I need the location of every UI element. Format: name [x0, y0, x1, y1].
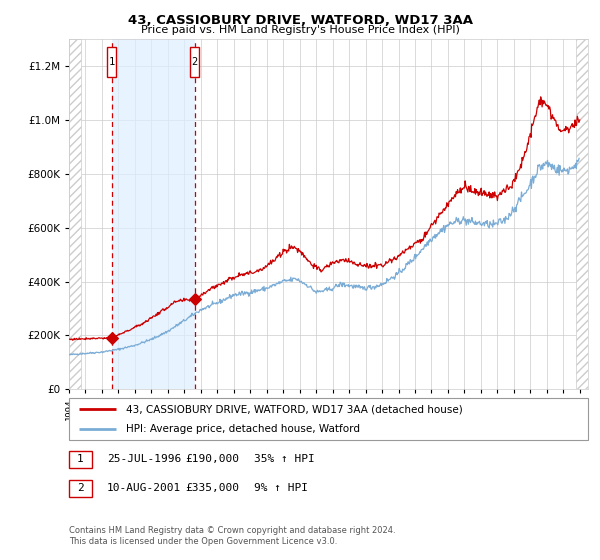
FancyBboxPatch shape	[69, 398, 588, 440]
Text: £190,000: £190,000	[185, 454, 239, 464]
Text: £335,000: £335,000	[185, 483, 239, 493]
Text: Contains HM Land Registry data © Crown copyright and database right 2024.
This d: Contains HM Land Registry data © Crown c…	[69, 526, 395, 546]
Point	[190, 295, 199, 304]
Text: 1: 1	[109, 57, 115, 67]
Bar	[112, 39, 194, 389]
Text: 10-AUG-2001: 10-AUG-2001	[107, 483, 181, 493]
Text: 25-JUL-1996: 25-JUL-1996	[107, 454, 181, 464]
Text: 1: 1	[77, 454, 84, 464]
FancyBboxPatch shape	[107, 47, 116, 77]
Text: HPI: Average price, detached house, Watford: HPI: Average price, detached house, Watf…	[126, 424, 360, 434]
Text: 43, CASSIOBURY DRIVE, WATFORD, WD17 3AA: 43, CASSIOBURY DRIVE, WATFORD, WD17 3AA	[128, 14, 473, 27]
Bar	[69, 39, 82, 389]
Text: 2: 2	[77, 483, 84, 493]
FancyBboxPatch shape	[190, 47, 199, 77]
Text: 9% ↑ HPI: 9% ↑ HPI	[254, 483, 308, 493]
Text: 2: 2	[191, 57, 197, 67]
Bar	[575, 39, 588, 389]
Text: 43, CASSIOBURY DRIVE, WATFORD, WD17 3AA (detached house): 43, CASSIOBURY DRIVE, WATFORD, WD17 3AA …	[126, 404, 463, 414]
Text: Price paid vs. HM Land Registry's House Price Index (HPI): Price paid vs. HM Land Registry's House …	[140, 25, 460, 35]
Point	[107, 334, 116, 343]
Text: 35% ↑ HPI: 35% ↑ HPI	[254, 454, 314, 464]
